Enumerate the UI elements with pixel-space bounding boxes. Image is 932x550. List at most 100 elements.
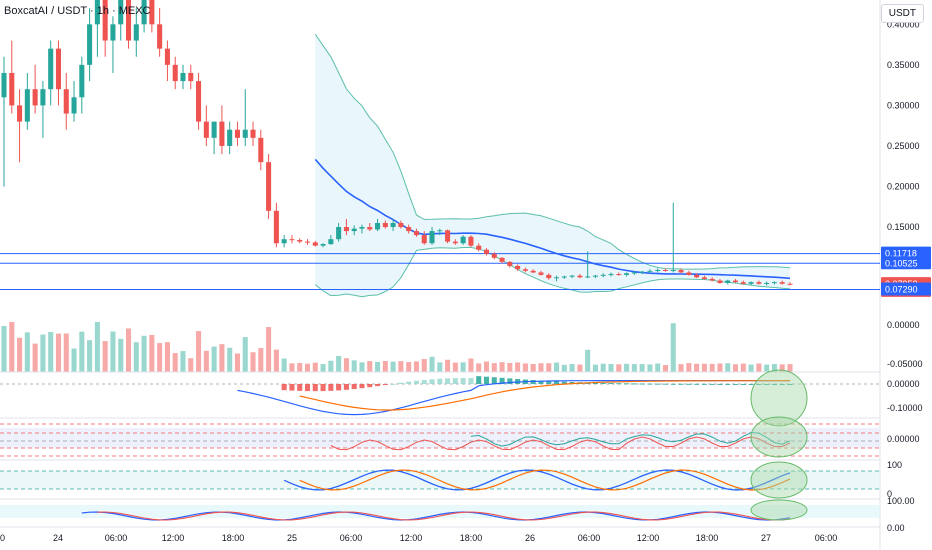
candle-body	[694, 274, 700, 278]
candle-body	[670, 270, 676, 271]
volume-bar	[110, 331, 116, 372]
stochastic-d-line	[299, 469, 791, 491]
volume-bar	[499, 362, 505, 372]
volume-bar	[655, 363, 661, 372]
volume-bar	[242, 337, 248, 372]
volume-bar	[79, 331, 85, 372]
volume-bar	[211, 346, 217, 372]
macd-histogram-bar	[398, 382, 404, 384]
candle-body	[460, 236, 466, 244]
volume-bar	[250, 352, 256, 372]
macd-histogram-bar	[437, 378, 443, 384]
volume-bar	[289, 363, 295, 372]
candle-body	[639, 271, 645, 273]
candle-body	[429, 231, 435, 244]
volume-bar	[196, 331, 202, 372]
volume-bar	[71, 348, 77, 372]
candle-body	[125, 0, 132, 41]
volume-bar	[102, 341, 108, 372]
candle-body	[756, 282, 762, 284]
volume-bar	[779, 364, 785, 372]
price-tag-label: 0.11718	[885, 249, 917, 259]
candle-body	[476, 245, 482, 250]
candle-body	[9, 72, 15, 106]
volume-bar	[55, 333, 62, 372]
candle-body	[71, 97, 77, 114]
candle-body	[149, 0, 155, 25]
candle-body	[608, 274, 614, 276]
macd-histogram-bar	[764, 383, 770, 385]
candle-body	[771, 282, 777, 284]
candle-body	[740, 282, 746, 284]
macd-histogram-bar	[631, 383, 637, 385]
candle-body	[779, 282, 785, 284]
highlight-oval	[750, 416, 808, 458]
candle-body	[421, 235, 427, 244]
candle-body	[55, 48, 62, 90]
macd-histogram-bar	[701, 383, 707, 385]
rsi-axis-tick-label: 0.00	[887, 523, 905, 533]
macd-axis-tick-label: 0.00000	[887, 379, 920, 389]
candle-body	[367, 227, 373, 230]
volume-bar	[717, 363, 723, 372]
macd-histogram-bar	[507, 378, 513, 384]
candle-body	[63, 89, 69, 114]
macd-signal-line	[299, 380, 790, 411]
candle-body	[351, 228, 357, 232]
volume-bar	[639, 364, 645, 372]
volume-bar	[87, 340, 93, 372]
volume-bar	[725, 363, 731, 372]
volume-bar	[304, 363, 311, 372]
stochastic-axis-tick-label: 100	[887, 460, 902, 470]
volume-bar	[157, 343, 163, 372]
volume-bar	[164, 342, 170, 372]
highlight-oval	[750, 369, 808, 427]
candle-body	[157, 24, 163, 49]
volume-bar	[771, 364, 777, 372]
candle-body	[538, 272, 544, 275]
candle-body	[250, 129, 256, 138]
macd-histogram-bar	[468, 378, 474, 384]
volume-bar	[118, 338, 124, 372]
macd-histogram-bar	[771, 383, 777, 385]
candle-body	[219, 121, 225, 146]
macd-histogram-bar	[662, 383, 669, 385]
volume-bar	[546, 363, 552, 372]
candle-body	[1, 72, 7, 98]
volume-bar	[172, 353, 178, 372]
stochastic-axis-tick-label: 0	[887, 489, 892, 499]
macd-histogram-bar	[491, 377, 497, 384]
volume-bar	[297, 363, 303, 372]
volume-bar	[203, 350, 209, 372]
macd-histogram-bar	[483, 376, 490, 384]
volume-bar	[530, 364, 536, 372]
macd-histogram-bar	[600, 382, 606, 384]
candle-body	[764, 282, 770, 284]
time-axis-tick-label: 27	[761, 533, 771, 543]
highlight-oval	[750, 461, 808, 499]
macd-histogram-bar	[390, 383, 396, 385]
volume-bar	[188, 358, 194, 372]
candle-body	[312, 242, 318, 246]
candle-body	[725, 280, 731, 283]
candle-body	[242, 129, 248, 138]
macd-histogram-bar	[320, 384, 326, 392]
time-axis-tick-label: 18:00	[222, 533, 245, 543]
volume-bar	[678, 364, 684, 372]
candle-body	[258, 137, 264, 163]
time-axis-tick-label: 18:00	[460, 533, 483, 543]
rsi-axis-tick-label: 100.00	[887, 496, 915, 506]
candle-body	[180, 72, 186, 82]
moving-average-line	[314, 158, 791, 280]
volume-bar	[538, 363, 544, 372]
macd-histogram-bar	[655, 383, 661, 385]
time-axis-tick-label: 12:00	[162, 533, 185, 543]
currency-badge[interactable]: USDT	[880, 4, 924, 23]
volume-bar	[483, 361, 490, 372]
macd-histogram-bar	[328, 384, 334, 391]
macd-histogram-bar	[413, 380, 419, 384]
volume-bar	[569, 364, 575, 372]
candle-body	[320, 244, 326, 246]
volume-bar	[616, 364, 622, 372]
